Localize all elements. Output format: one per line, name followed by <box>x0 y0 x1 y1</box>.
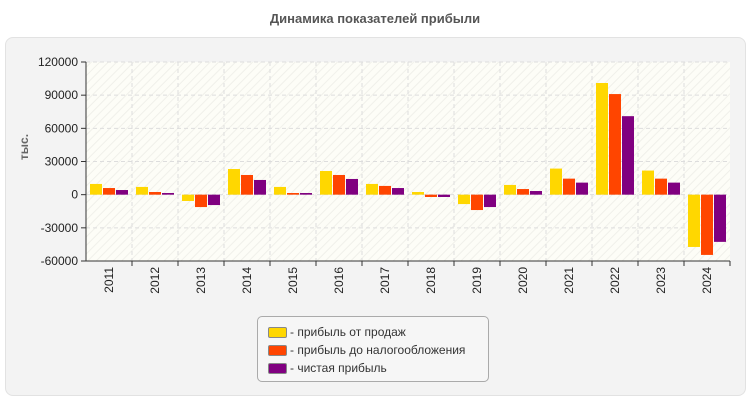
legend-item: - прибыль от продаж <box>258 323 488 341</box>
bar-2014-0 <box>228 169 240 195</box>
legend-item: - прибыль до налогообложения <box>258 341 488 359</box>
bar-2019-1 <box>471 194 483 211</box>
bar-2024-0 <box>688 194 700 247</box>
y-tick-label: 120000 <box>38 55 78 69</box>
bar-2015-1 <box>287 193 299 195</box>
bar-2022-1 <box>609 94 621 195</box>
bar-2019-0 <box>458 194 470 205</box>
bar-2019-2 <box>484 194 496 208</box>
bar-2018-2 <box>438 194 450 197</box>
bar-2013-0 <box>182 194 194 201</box>
bar-2024-2 <box>714 194 726 242</box>
legend-swatch <box>268 344 287 356</box>
bar-2021-0 <box>550 168 562 195</box>
bar-2023-2 <box>668 182 680 195</box>
bar-2022-0 <box>596 83 608 195</box>
x-tick-label: 2024 <box>700 267 714 294</box>
legend: - прибыль от продаж - прибыль до налогооб… <box>257 316 489 382</box>
bar-2024-1 <box>701 194 713 255</box>
bar-2011-2 <box>116 190 128 195</box>
x-tick-label: 2011 <box>102 267 116 293</box>
bar-2018-0 <box>412 192 424 195</box>
x-tick-label: 2016 <box>332 267 346 294</box>
x-tick-label: 2020 <box>516 267 530 294</box>
legend-item: - чистая прибыль <box>258 359 488 377</box>
x-tick-label: 2022 <box>608 267 622 294</box>
x-tick-label: 2013 <box>194 267 208 294</box>
y-tick-label: 90000 <box>45 88 79 102</box>
bar-2012-1 <box>149 192 161 195</box>
legend-swatch <box>268 362 287 374</box>
bar-2017-1 <box>379 185 391 195</box>
bar-2015-2 <box>300 193 312 195</box>
bar-2022-2 <box>622 116 634 195</box>
y-tick-label: -30000 <box>41 221 79 235</box>
bar-2021-2 <box>576 182 588 195</box>
chart-title: Динамика показателей прибыли <box>269 11 481 26</box>
bar-2011-1 <box>103 188 115 195</box>
x-tick-label: 2014 <box>240 267 254 294</box>
bar-2014-1 <box>241 174 253 195</box>
x-tick-label: 2019 <box>470 267 484 294</box>
bar-2023-1 <box>655 178 667 195</box>
bar-2020-0 <box>504 184 516 195</box>
x-tick-label: 2023 <box>654 267 668 294</box>
bar-2013-2 <box>208 194 220 206</box>
legend-label: - прибыль от продаж <box>290 325 406 339</box>
legend-label: - чистая прибыль <box>290 361 387 375</box>
bar-2020-1 <box>517 189 529 195</box>
x-tick-label: 2015 <box>286 267 300 294</box>
y-tick-label: 30000 <box>45 155 79 169</box>
bar-2018-1 <box>425 194 437 197</box>
bar-2020-2 <box>530 191 542 195</box>
y-tick-label: -60000 <box>41 254 79 268</box>
x-tick-label: 2021 <box>562 267 576 294</box>
bar-2012-2 <box>162 193 174 195</box>
legend-swatch <box>268 326 287 338</box>
bar-2021-1 <box>563 178 575 195</box>
bar-2023-0 <box>642 170 654 195</box>
bar-2013-1 <box>195 194 207 208</box>
legend-label: - прибыль до налогообложения <box>290 343 466 357</box>
y-tick-label: 60000 <box>45 121 79 135</box>
bar-2017-2 <box>392 188 404 195</box>
bar-2016-2 <box>346 178 358 195</box>
bar-2015-0 <box>274 186 286 195</box>
bar-2014-2 <box>254 179 266 195</box>
bar-2016-1 <box>333 174 345 195</box>
x-tick-label: 2012 <box>148 267 162 294</box>
y-tick-label: 0 <box>71 188 78 202</box>
bar-2016-0 <box>320 171 332 195</box>
bar-2017-0 <box>366 183 378 195</box>
bar-2011-0 <box>90 183 102 195</box>
bar-2012-0 <box>136 186 148 195</box>
x-tick-label: 2018 <box>424 267 438 294</box>
x-tick-label: 2017 <box>378 267 392 294</box>
